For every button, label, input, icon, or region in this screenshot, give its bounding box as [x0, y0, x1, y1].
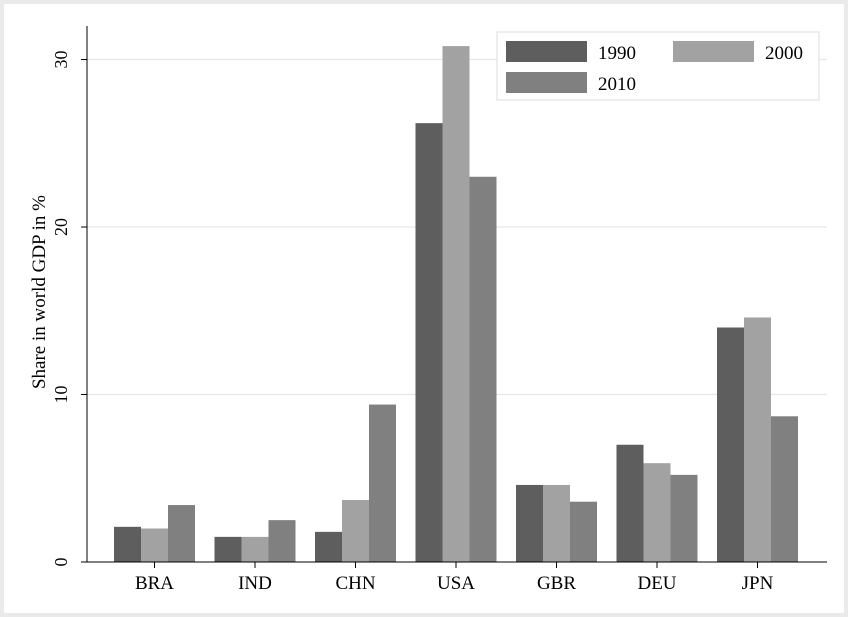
- y-tick-label: 30: [51, 51, 71, 69]
- bar: [241, 536, 269, 562]
- bar: [670, 474, 698, 562]
- bar: [771, 416, 798, 562]
- bars: [114, 46, 798, 563]
- bar: [369, 404, 396, 562]
- legend-label: 2010: [598, 74, 636, 95]
- legend-label: 1990: [598, 43, 636, 64]
- x-tick-label: DEU: [637, 573, 676, 594]
- bar: [543, 484, 570, 562]
- bar: [516, 484, 543, 562]
- bar: [570, 501, 597, 562]
- y-tick-label: 20: [51, 218, 71, 236]
- bar: [717, 327, 744, 562]
- bar: [616, 444, 644, 562]
- bar: [342, 500, 369, 562]
- bar: [214, 536, 242, 562]
- x-tick-label: JPN: [742, 573, 774, 594]
- bar: [114, 526, 141, 562]
- bar: [415, 123, 443, 563]
- x-tick-label: CHN: [335, 573, 375, 594]
- bar: [643, 463, 671, 562]
- bar: [268, 520, 296, 562]
- x-tick-label: USA: [437, 573, 475, 594]
- legend-label: 2000: [765, 43, 803, 64]
- y-axis-ticks: 0 10 20 30: [51, 51, 87, 567]
- bar: [168, 505, 195, 562]
- bar: [744, 317, 771, 562]
- legend-swatch: [506, 72, 587, 93]
- bar: [442, 46, 470, 563]
- bar: [141, 528, 168, 562]
- bar: [469, 176, 497, 562]
- legend-swatch: [506, 41, 587, 62]
- bar: [315, 531, 342, 562]
- x-tick-label: GBR: [537, 573, 576, 594]
- x-tick-label: IND: [238, 573, 272, 594]
- x-axis-ticks: BRA IND CHN USA GBR DEU JPN: [135, 562, 774, 594]
- y-tick-label: 10: [51, 386, 71, 404]
- y-axis-label: Share in world GDP in %: [29, 195, 50, 389]
- legend: 1990 2000 2010: [496, 31, 820, 101]
- x-tick-label: BRA: [135, 573, 174, 594]
- axes: [86, 26, 827, 563]
- y-tick-label: 0: [51, 558, 71, 567]
- legend-swatch: [673, 41, 754, 62]
